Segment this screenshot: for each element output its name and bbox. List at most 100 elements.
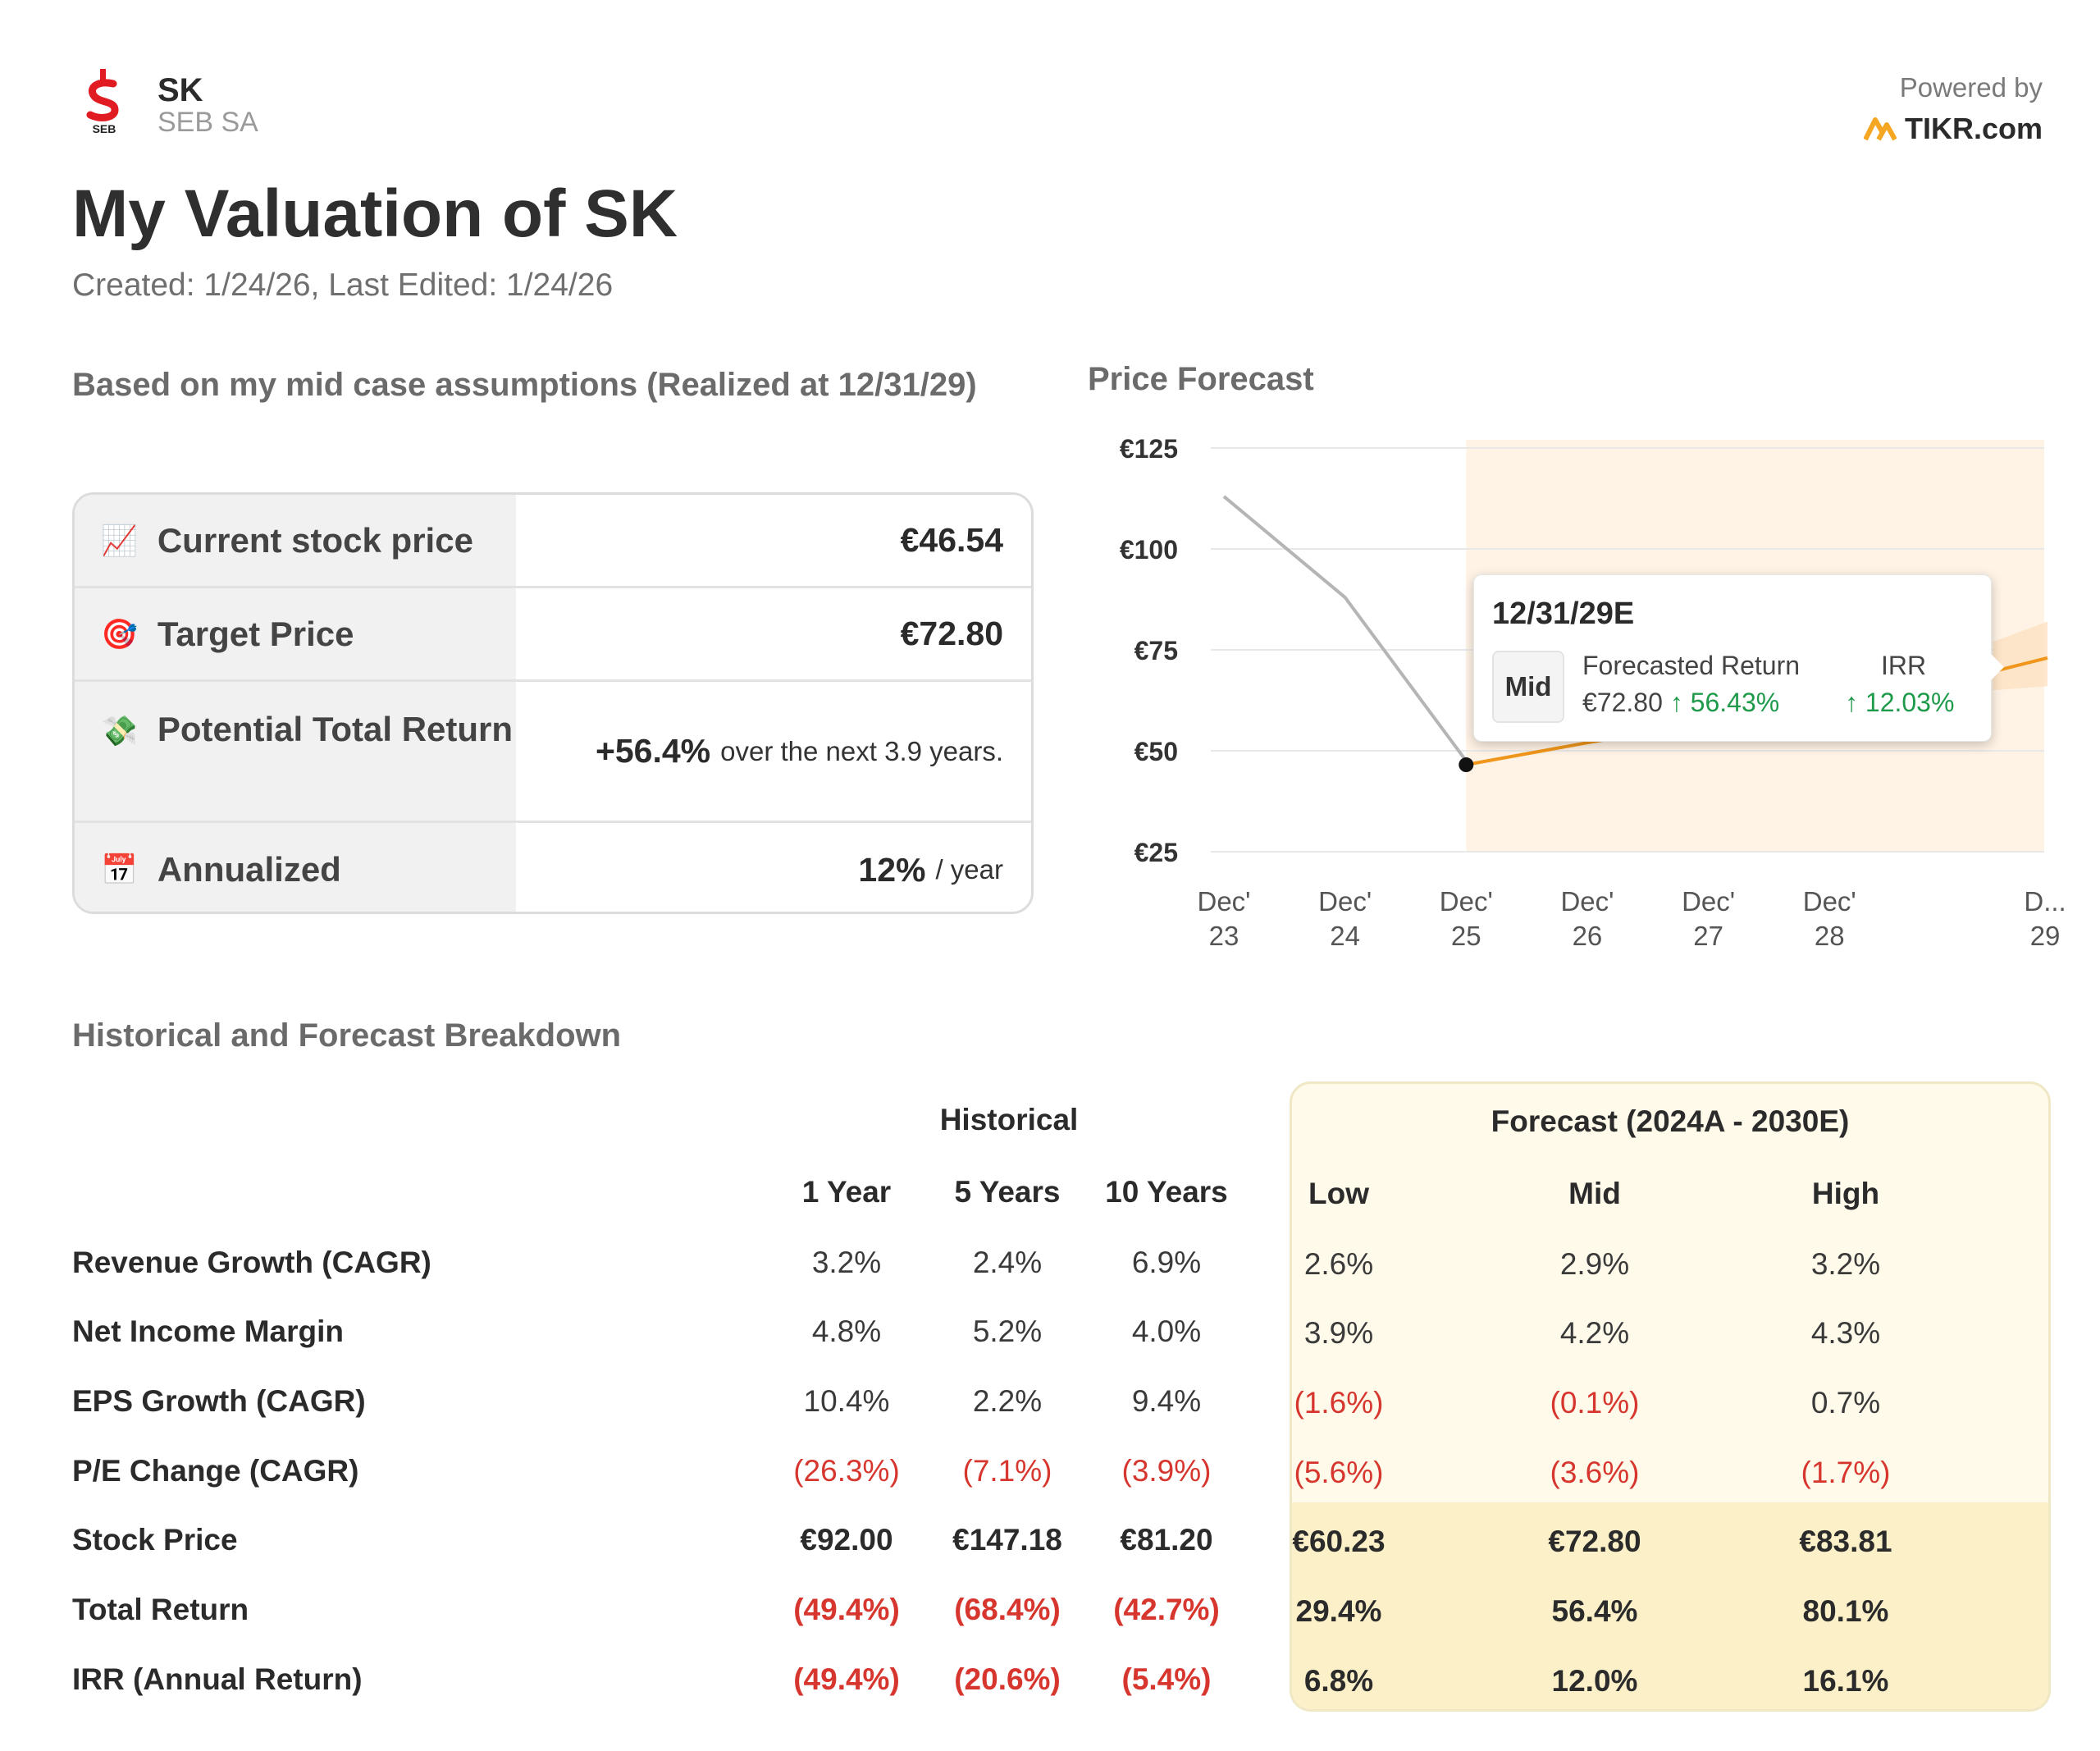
forecast-col-header: High bbox=[1811, 1177, 1880, 1210]
historical-price-line bbox=[1222, 495, 1468, 762]
forecast-cell: 2.6% bbox=[1303, 1247, 1374, 1281]
summary-label: Target Price bbox=[157, 614, 354, 653]
forecast-cell: 16.1% bbox=[1802, 1664, 1889, 1698]
y-tick-label: €50 bbox=[1134, 737, 1178, 766]
historical-cell: (20.6%) bbox=[954, 1662, 1061, 1696]
historical-cell: 2.2% bbox=[972, 1384, 1043, 1418]
historical-cell: 6.9% bbox=[1131, 1246, 1202, 1279]
forecast-cell: 4.2% bbox=[1559, 1316, 1630, 1350]
chart-tooltip: 12/31/29E Mid Forecasted Return €72.80 ↑… bbox=[1473, 574, 2004, 742]
page-title: My Valuation of SK bbox=[72, 176, 678, 251]
breakdown-row-label: EPS Growth (CAGR) bbox=[72, 1384, 366, 1418]
historical-col-header: 1 Year bbox=[801, 1175, 892, 1209]
target-icon: 🎯 bbox=[101, 616, 138, 651]
forecast-cell: 2.9% bbox=[1559, 1247, 1630, 1281]
historical-cell: (7.1%) bbox=[962, 1454, 1052, 1488]
forecast-cell: 56.4% bbox=[1551, 1594, 1638, 1628]
breakdown-row-label: Revenue Growth (CAGR) bbox=[72, 1246, 431, 1279]
y-tick-label: €100 bbox=[1120, 535, 1178, 565]
historical-header: Historical bbox=[939, 1103, 1079, 1136]
x-tick-label: D... bbox=[2024, 886, 2064, 917]
historical-cell: 10.4% bbox=[803, 1384, 890, 1418]
tooltip-case-badge: Mid bbox=[1492, 651, 1564, 723]
summary-row-annualized: 📅 Annualized 12% / year bbox=[75, 823, 1031, 912]
tikr-logo-icon bbox=[1863, 117, 1897, 141]
tooltip-irr: IRR ↑ 12.03% bbox=[1845, 651, 1954, 718]
summary-row-target-price: 🎯 Target Price €72.80 bbox=[75, 588, 1031, 682]
historical-cell: 2.4% bbox=[972, 1246, 1043, 1279]
x-tick-label: 25 bbox=[1451, 921, 1481, 951]
summary-label: Annualized bbox=[157, 850, 341, 889]
forecast-cell: 3.9% bbox=[1303, 1316, 1374, 1350]
historical-col-header: 5 Years bbox=[954, 1175, 1061, 1209]
forecast-header: Forecast (2024A - 2030E) bbox=[1491, 1104, 1850, 1138]
historical-cell: (49.4%) bbox=[793, 1593, 900, 1626]
summary-suffix: / year bbox=[935, 854, 1003, 885]
historical-cell: (3.9%) bbox=[1121, 1454, 1212, 1488]
x-tick-label: Dec' bbox=[1560, 886, 1614, 917]
breakdown-row-label: IRR (Annual Return) bbox=[72, 1662, 363, 1696]
summary-value: +56.4% bbox=[595, 732, 711, 770]
summary-suffix: over the next 3.9 years. bbox=[720, 735, 1003, 766]
forecast-cell: 4.3% bbox=[1810, 1316, 1881, 1350]
breakdown-row-label: Stock Price bbox=[72, 1523, 238, 1557]
forecast-cell: 12.0% bbox=[1551, 1664, 1638, 1698]
forecast-col-header: Low bbox=[1308, 1177, 1369, 1210]
x-tick-label: Dec' bbox=[1803, 886, 1856, 917]
summary-heading: Based on my mid case assumptions (Realiz… bbox=[72, 367, 977, 403]
forecast-cell: €72.80 bbox=[1548, 1525, 1641, 1558]
summary-row-current-price: 📈 Current stock price €46.54 bbox=[75, 495, 1031, 588]
tikr-brand[interactable]: TIKR.com bbox=[1863, 112, 2043, 146]
historical-cell: €81.20 bbox=[1120, 1523, 1213, 1557]
forecast-cell: (0.1%) bbox=[1550, 1386, 1640, 1420]
x-tick-label: 23 bbox=[1209, 921, 1239, 951]
summary-value: 12% bbox=[858, 850, 926, 889]
forecast-col-header: Mid bbox=[1568, 1177, 1621, 1210]
forecast-cell: (1.6%) bbox=[1294, 1386, 1384, 1420]
calendar-icon: 📅 bbox=[101, 853, 138, 886]
forecast-cell: (1.7%) bbox=[1801, 1456, 1891, 1489]
summary-label: Current stock price bbox=[157, 520, 473, 560]
forecast-cell: 29.4% bbox=[1295, 1594, 1382, 1628]
forecast-cell: (5.6%) bbox=[1294, 1456, 1384, 1489]
x-tick-label: 29 bbox=[2030, 921, 2061, 951]
money-flying-icon: 💸 bbox=[101, 714, 138, 747]
chart-increasing-icon: 📈 bbox=[101, 523, 138, 557]
tooltip-irr-label: IRR bbox=[1881, 651, 1927, 680]
historical-cell: (26.3%) bbox=[793, 1454, 900, 1488]
historical-cell: 3.2% bbox=[811, 1246, 882, 1279]
forecast-band bbox=[1993, 621, 2048, 691]
x-tick-label: Dec' bbox=[1440, 886, 1493, 917]
breakdown-row-label: Total Return bbox=[72, 1593, 249, 1626]
summary-value: €72.80 bbox=[900, 615, 1003, 652]
historical-cell: 9.4% bbox=[1131, 1384, 1202, 1418]
powered-by: Powered by TIKR.com bbox=[1863, 72, 2043, 146]
forecast-panel bbox=[1290, 1081, 2051, 1712]
svg-text:SEB: SEB bbox=[93, 122, 116, 135]
tooltip-date: 12/31/29E bbox=[1492, 597, 1635, 631]
x-tick-label: 26 bbox=[1573, 921, 1603, 951]
forecast-cell: €60.23 bbox=[1292, 1525, 1386, 1558]
historical-col-header: 10 Years bbox=[1105, 1175, 1228, 1209]
forecast-cell: 6.8% bbox=[1303, 1664, 1374, 1698]
x-tick-label: Dec' bbox=[1318, 886, 1372, 917]
x-tick-label: Dec' bbox=[1198, 886, 1251, 917]
historical-cell: 5.2% bbox=[972, 1314, 1043, 1348]
x-tick-label: 24 bbox=[1330, 921, 1360, 951]
y-tick-label: €75 bbox=[1134, 636, 1178, 665]
ticker-symbol: SK bbox=[158, 72, 203, 108]
historical-cell: €92.00 bbox=[800, 1523, 893, 1557]
forecast-cell: (3.6%) bbox=[1550, 1456, 1640, 1489]
forecast-cell: €83.81 bbox=[1799, 1525, 1892, 1558]
summary-card: 📈 Current stock price €46.54 🎯 Target Pric… bbox=[72, 492, 1034, 914]
tooltip-forecasted-return: Forecasted Return €72.80 ↑ 56.43% bbox=[1582, 651, 1800, 718]
x-tick-label: 27 bbox=[1693, 921, 1723, 951]
tooltip-forecasted-return-label: Forecasted Return bbox=[1582, 651, 1801, 680]
y-tick-label: €125 bbox=[1120, 434, 1178, 464]
summary-label: Potential Total Return bbox=[157, 710, 514, 748]
created-edited-dates: Created: 1/24/26, Last Edited: 1/24/26 bbox=[72, 267, 614, 303]
historical-cell: (42.7%) bbox=[1113, 1593, 1220, 1626]
tooltip-price: €72.80 bbox=[1582, 688, 1663, 717]
tikr-brand-label: TIKR.com bbox=[1904, 112, 2043, 145]
breakdown-row-label: P/E Change (CAGR) bbox=[72, 1454, 359, 1488]
